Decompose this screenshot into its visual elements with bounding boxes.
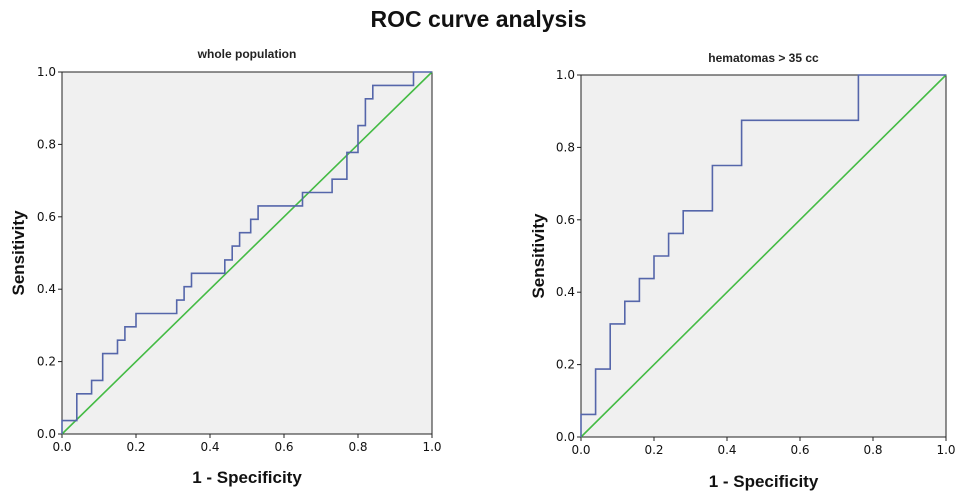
- x-tick-label: 0.2: [644, 443, 663, 457]
- y-tick-label: 0.4: [556, 285, 575, 299]
- y-tick-label: 0.0: [37, 427, 56, 441]
- x-tick-label: 0.0: [52, 440, 71, 454]
- x-tick-label: 0.0: [571, 443, 590, 457]
- figure-title: ROC curve analysis: [370, 6, 587, 32]
- y-tick-label: 0.6: [556, 213, 575, 227]
- x-tick-label: 0.6: [274, 440, 293, 454]
- reference-diagonal-line: [61, 71, 433, 435]
- x-tick-label: 0.8: [863, 443, 882, 457]
- y-tick-label: 0.8: [37, 137, 56, 151]
- x-tick-label: 1.0: [422, 440, 441, 454]
- y-tick-label: 0.8: [556, 140, 575, 154]
- y-axis-label: Sensitivity: [529, 213, 548, 299]
- y-tick-label: 1.0: [37, 65, 56, 79]
- reference-diagonal-line: [580, 74, 947, 438]
- y-tick-label: 0.2: [556, 358, 575, 372]
- roc-chart-1: whole population 0.0 0.2 0.4 0.6 0.8 1.0 0.0 0.2…: [9, 47, 442, 487]
- y-tick-label: 0.4: [37, 282, 56, 296]
- chart-title: whole population: [197, 47, 297, 61]
- x-tick-label: 0.6: [790, 443, 809, 457]
- x-axis-label: 1 - Specificity: [192, 468, 302, 487]
- x-tick-label: 0.2: [126, 440, 145, 454]
- y-tick-label: 0.6: [37, 210, 56, 224]
- roc-chart-2: hematomas > 35 cc 0.0 0.2 0.4 0.6 0.8 1.0 0.0 0.…: [529, 51, 956, 491]
- x-tick-label: 1.0: [936, 443, 955, 457]
- x-tick-label: 0.4: [200, 440, 219, 454]
- x-tick-label: 0.4: [717, 443, 736, 457]
- y-tick-label: 1.0: [556, 68, 575, 82]
- roc-curve-line: [580, 74, 946, 437]
- y-tick-label: 0.0: [556, 430, 575, 444]
- x-tick-label: 0.8: [348, 440, 367, 454]
- y-tick-label: 0.2: [37, 355, 56, 369]
- x-axis-label: 1 - Specificity: [709, 472, 819, 491]
- roc-curve-line: [61, 71, 432, 434]
- y-axis-label: Sensitivity: [9, 210, 28, 296]
- chart-title: hematomas > 35 cc: [708, 51, 819, 65]
